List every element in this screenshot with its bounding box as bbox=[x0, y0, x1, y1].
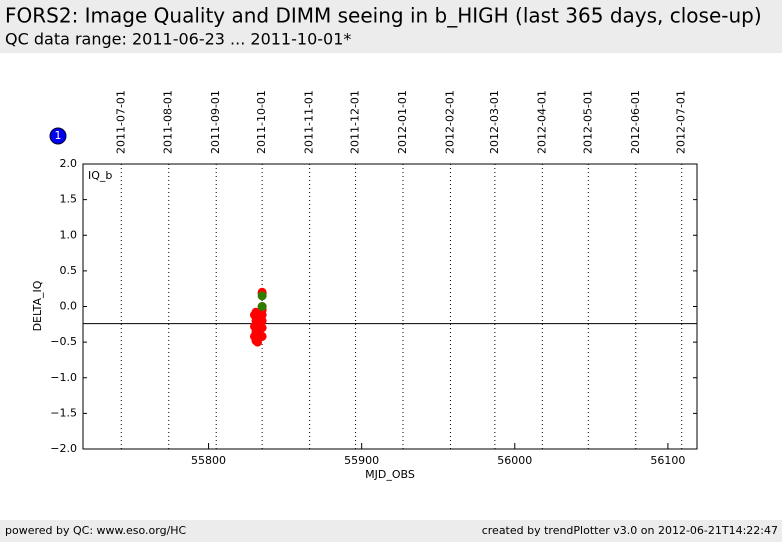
y-tick-label: −2.0 bbox=[50, 442, 77, 455]
y-axis-label: DELTA_IQ bbox=[31, 280, 44, 331]
title: FORS2: Image Quality and DIMM seeing in … bbox=[5, 4, 762, 28]
y-tick-label: −1.0 bbox=[50, 371, 77, 384]
point bbox=[254, 329, 264, 339]
x-axis-label: MJD_OBS bbox=[365, 468, 415, 481]
point bbox=[257, 302, 267, 311]
date-tick-label: 2011-07-01 bbox=[114, 90, 127, 154]
date-tick-label: 2012-04-01 bbox=[535, 90, 548, 154]
x-tick-label: 56000 bbox=[497, 454, 532, 467]
y-tick-label: −1.5 bbox=[50, 406, 77, 419]
y-tick-label: 1.5 bbox=[60, 193, 78, 206]
footer-left: powered by QC: www.eso.org/HC bbox=[5, 524, 187, 537]
badge bbox=[49, 127, 67, 145]
panel-label: IQ_b bbox=[88, 169, 112, 182]
date-tick-label: 2011-08-01 bbox=[162, 90, 175, 154]
y-tick-label: 0.0 bbox=[60, 300, 78, 313]
date-tick-label: 2012-07-01 bbox=[675, 90, 688, 154]
footer-band bbox=[0, 520, 782, 542]
point bbox=[253, 337, 263, 347]
date-tick-label: 2012-05-01 bbox=[581, 90, 594, 154]
x-tick-label: 56100 bbox=[650, 454, 685, 467]
date-tick-label: 2011-10-01 bbox=[255, 90, 268, 154]
y-tick-label: −0.5 bbox=[50, 335, 77, 348]
date-tick-label: 2012-06-01 bbox=[629, 90, 642, 154]
y-tick-label: 2.0 bbox=[60, 157, 78, 170]
header-band bbox=[0, 0, 782, 53]
date-tick-label: 2012-02-01 bbox=[443, 90, 456, 154]
y-tick-label: 0.5 bbox=[60, 264, 78, 277]
date-tick-label: 2012-03-01 bbox=[488, 90, 501, 154]
date-tick-label: 2011-11-01 bbox=[303, 90, 316, 154]
point bbox=[257, 291, 267, 301]
y-tick-label: 1.0 bbox=[60, 228, 78, 241]
date-tick-label: 2011-09-01 bbox=[209, 90, 222, 154]
plot-area bbox=[82, 163, 698, 450]
footer-right: created by trendPlotter v3.0 on 2012-06-… bbox=[482, 524, 778, 537]
date-tick-label: 2012-01-01 bbox=[396, 90, 409, 154]
subtitle: QC data range: 2011-06-23 ... 2011-10-01… bbox=[5, 30, 351, 49]
point bbox=[253, 319, 263, 329]
x-tick-label: 55800 bbox=[191, 454, 226, 467]
date-tick-label: 2011-12-01 bbox=[349, 90, 362, 154]
badge-label: 1 bbox=[55, 129, 62, 142]
x-tick-label: 55900 bbox=[344, 454, 379, 467]
